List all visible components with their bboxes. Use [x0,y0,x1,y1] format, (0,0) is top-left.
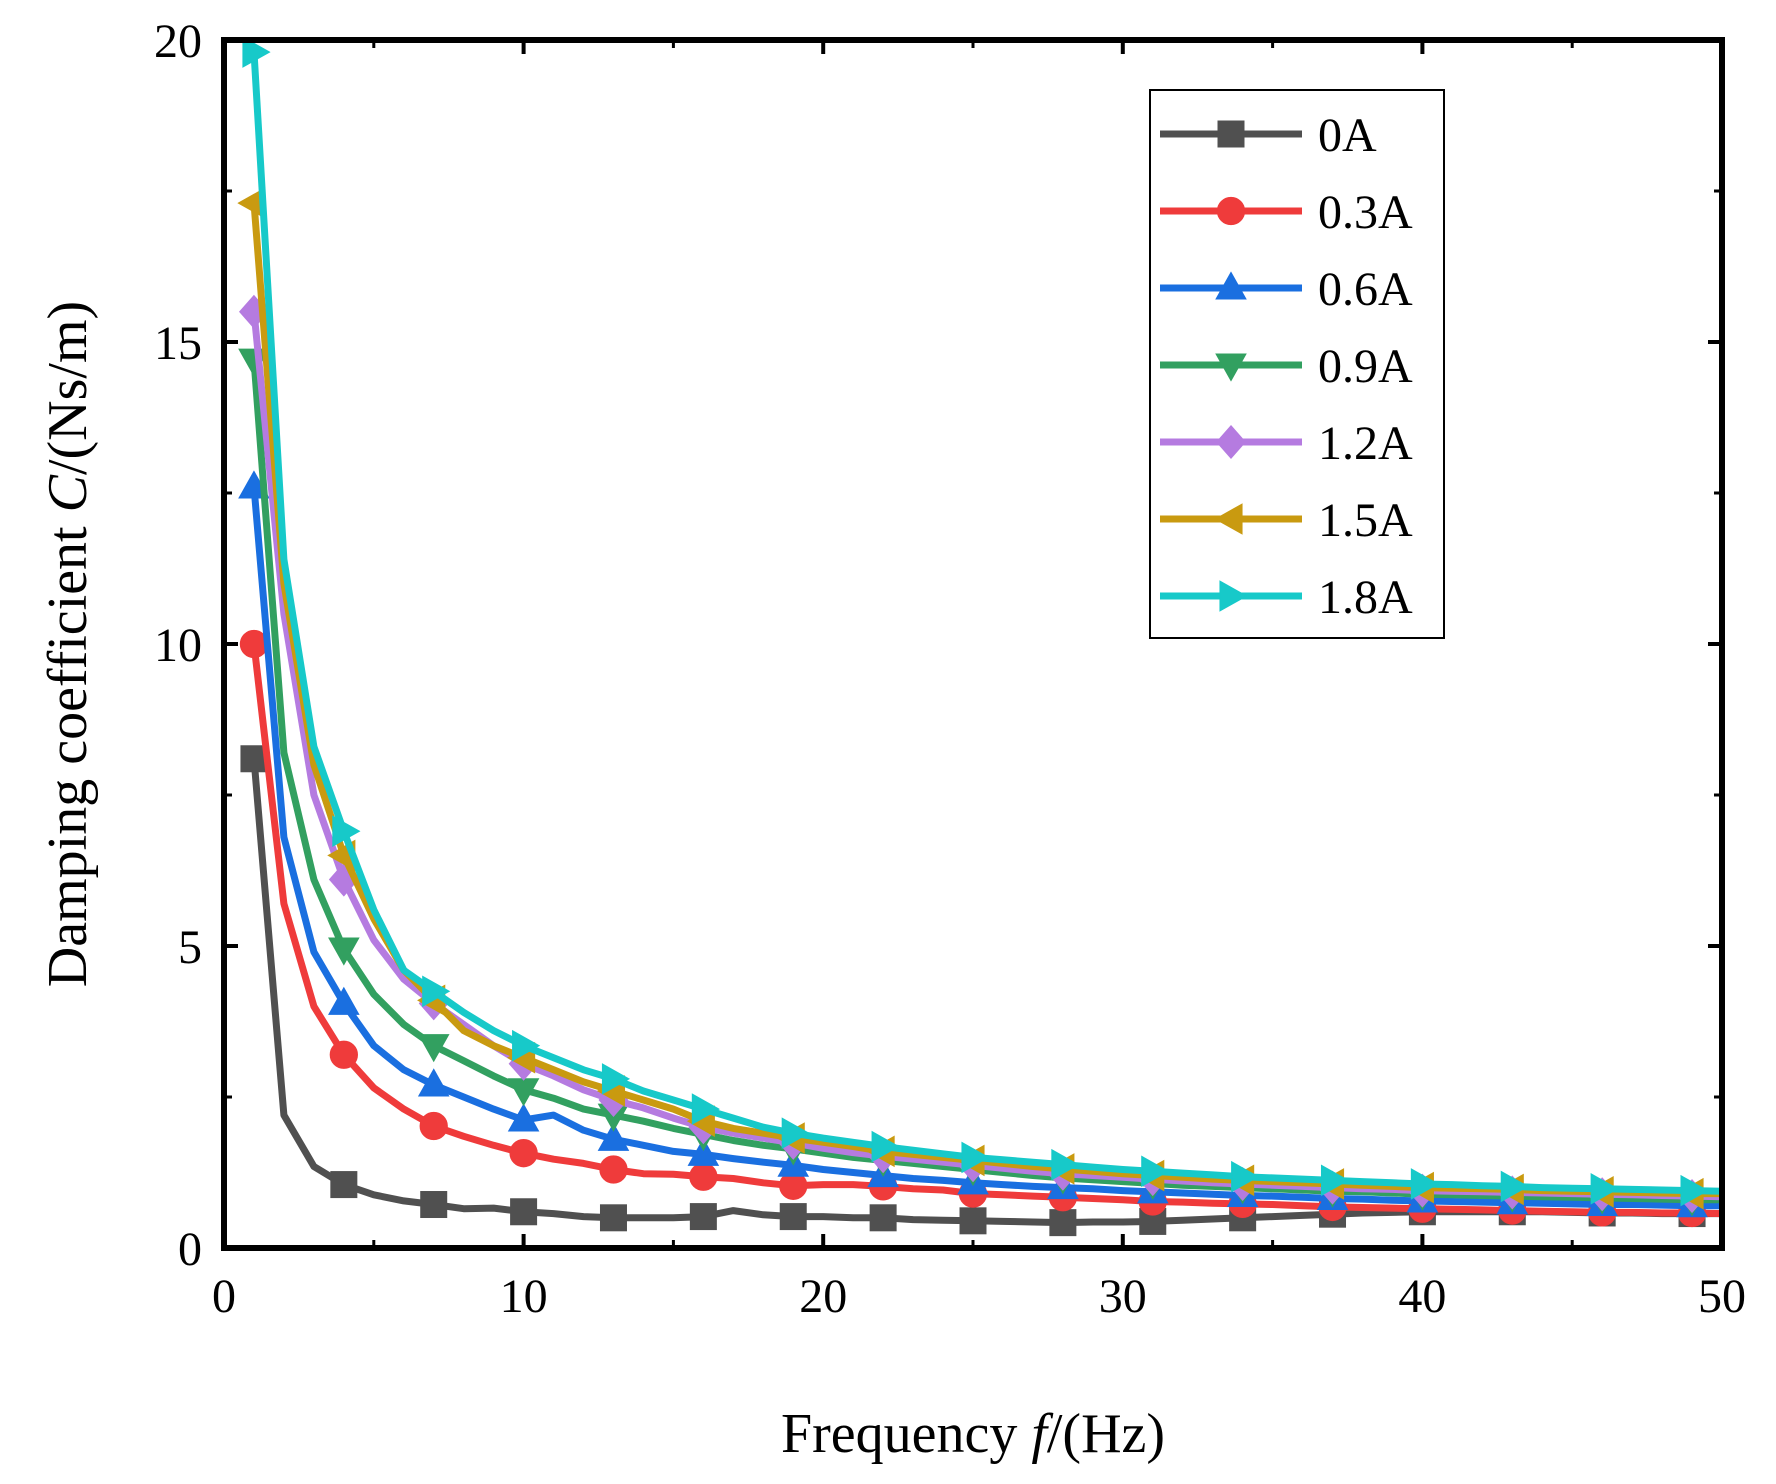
legend-item-1.5A: 1.5A [1160,494,1413,547]
data-point-1.8A [1680,1174,1709,1207]
series-line-1.8A [250,51,1722,1195]
legend: 0A 0.3A 0.6A 0.9A 1.2A 1.5A 1.8A [1149,89,1445,639]
data-point-0A [959,1207,987,1235]
data-point-1.8A [1141,1155,1170,1188]
data-point-1.8A [1051,1148,1080,1181]
data-point-0A [599,1204,627,1232]
legend-item-1.2A: 1.2A [1160,417,1413,470]
data-point-0.3A [689,1162,718,1191]
data-point-0A [779,1203,807,1231]
y-axis-title-prefix: Damping coefficient [37,512,99,987]
data-point-1.8A [1231,1160,1260,1193]
legend-item-0.6A: 0.6A [1160,263,1413,316]
y-axis-title-variable: C [37,474,99,512]
data-point-0.3A [509,1139,538,1168]
legend-swatch-marker [1215,353,1247,382]
series-0.6A [238,470,1722,1218]
plot-frame [221,37,1725,1251]
legend-swatch-marker [1216,424,1246,460]
data-point-0A [420,1191,448,1219]
legend-items: 0A 0.3A 0.6A 0.9A 1.2A 1.5A 1.8A [1160,109,1413,624]
series-line-0.6A [250,486,1722,1210]
y-tick-label: 10 [154,619,202,672]
data-point-0A [510,1198,538,1226]
data-point-1.8A [871,1130,900,1163]
legend-swatch-marker [1215,271,1247,300]
series-0.9A [238,348,1722,1217]
data-point-0.6A [328,986,360,1015]
legend-label: 0.6A [1318,263,1413,316]
data-point-1.8A [1500,1170,1529,1203]
y-tick-label: 15 [154,317,202,370]
y-tick-label: 0 [178,1223,202,1276]
data-point-1.8A [1410,1168,1440,1200]
x-axis-title-suffix: /(Hz) [1047,1403,1165,1465]
series-line-0A [250,758,1722,1227]
x-tick-label: 0 [212,1270,236,1323]
legend-label: 0.9A [1318,340,1413,393]
y-axis-title-suffix: /(Ns/m) [37,301,99,475]
tick-layer: 0 10 20 30 40 50 0 5 10 15 20 [154,15,1746,1323]
series-1.8A [242,40,1722,1207]
x-tick-label: 20 [799,1270,847,1323]
data-point-1.8A [1590,1173,1619,1205]
series-0.3A [239,629,1722,1228]
data-point-1.8A [961,1141,990,1174]
series-line-1.5A [250,202,1722,1198]
legend-swatch-marker [1214,503,1243,535]
x-tick-label: 10 [500,1270,548,1323]
data-point-0.3A [599,1155,628,1184]
series-line-0.3A [250,643,1722,1218]
legend-item-0.9A: 0.9A [1160,340,1413,393]
legend-item-1.8A: 1.8A [1160,571,1413,624]
data-point-1.8A [601,1063,631,1095]
data-point-1.8A [332,815,361,848]
x-tick-label: 30 [1099,1270,1147,1323]
legend-swatch-marker [1217,120,1245,148]
data-point-0.6A [417,1068,450,1097]
data-point-1.8A [781,1117,810,1150]
y-tick-label: 20 [154,15,202,68]
legend-label: 1.5A [1318,494,1413,547]
x-tick-label: 50 [1698,1270,1746,1323]
x-axis-title: Frequency f/(Hz) [781,1403,1165,1465]
legend-item-0.3A: 0.3A [1160,186,1413,239]
data-point-0.6A [687,1137,720,1166]
data-point-0A [330,1171,358,1199]
data-point-0.9A [328,937,360,966]
x-tick-label: 40 [1398,1270,1446,1323]
data-point-0.3A [419,1111,448,1141]
x-axis-title-prefix: Frequency [781,1403,1031,1465]
data-point-1.8A [1320,1164,1350,1197]
data-point-1.8A [691,1093,720,1125]
data-point-0A [689,1203,717,1231]
data-point-1.8A [242,40,271,68]
legend-label: 0A [1318,109,1377,162]
y-axis-title: Damping coefficient C/(Ns/m) [37,301,99,987]
y-tick-label: 5 [178,921,202,974]
legend-label: 0.3A [1318,186,1413,239]
data-point-0.6A [507,1103,540,1132]
data-point-0.9A [417,1034,450,1063]
series-line-0.9A [250,359,1722,1204]
legend-swatch-marker [1219,580,1248,612]
series-1.2A [238,294,1722,1214]
data-point-0A [1049,1209,1077,1237]
series-layer [237,40,1722,1237]
legend-item-0A: 0A [1160,109,1377,162]
legend-swatch-marker [1216,196,1246,226]
data-point-0A [869,1204,897,1232]
data-point-1.8A [512,1029,541,1062]
legend-label: 1.2A [1318,417,1413,470]
data-point-1.8A [422,975,451,1008]
data-point-0.3A [329,1040,358,1069]
data-point-0.6A [597,1122,630,1151]
legend-label: 1.8A [1318,571,1413,624]
